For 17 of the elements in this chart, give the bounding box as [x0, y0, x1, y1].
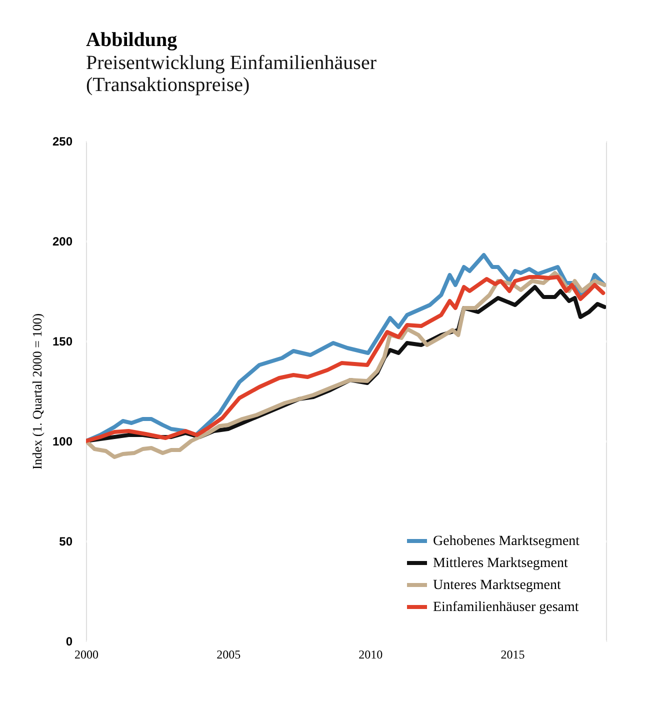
y-tick-label: 100: [52, 434, 73, 448]
y-tick-label: 150: [52, 334, 73, 348]
x-tick-label: 2005: [216, 648, 241, 662]
chart-subtitle: Preisentwicklung Einfamilienhäuser (Transaktionspreise): [86, 52, 377, 96]
x-tick-label: 2015: [500, 648, 525, 662]
y-tick-label: 250: [52, 134, 73, 148]
legend-label: Mittleres Marktsegment: [433, 556, 568, 571]
y-tick-label: 0: [66, 634, 73, 648]
y-tick-label: 200: [52, 234, 73, 248]
legend-label: Unteres Marktsegment: [433, 578, 562, 593]
x-tick-label: 2000: [74, 648, 98, 662]
y-tick-label: 50: [59, 534, 73, 548]
x-tick-label: 2010: [358, 648, 383, 662]
legend-label: Einfamilienhäuser gesamt: [433, 600, 579, 615]
chart-title: Abbildung: [86, 29, 178, 51]
legend-label: Gehobenes Marktsegment: [433, 534, 580, 549]
y-axis-title: Index (1. Quartal 2000 = 100): [29, 313, 44, 470]
